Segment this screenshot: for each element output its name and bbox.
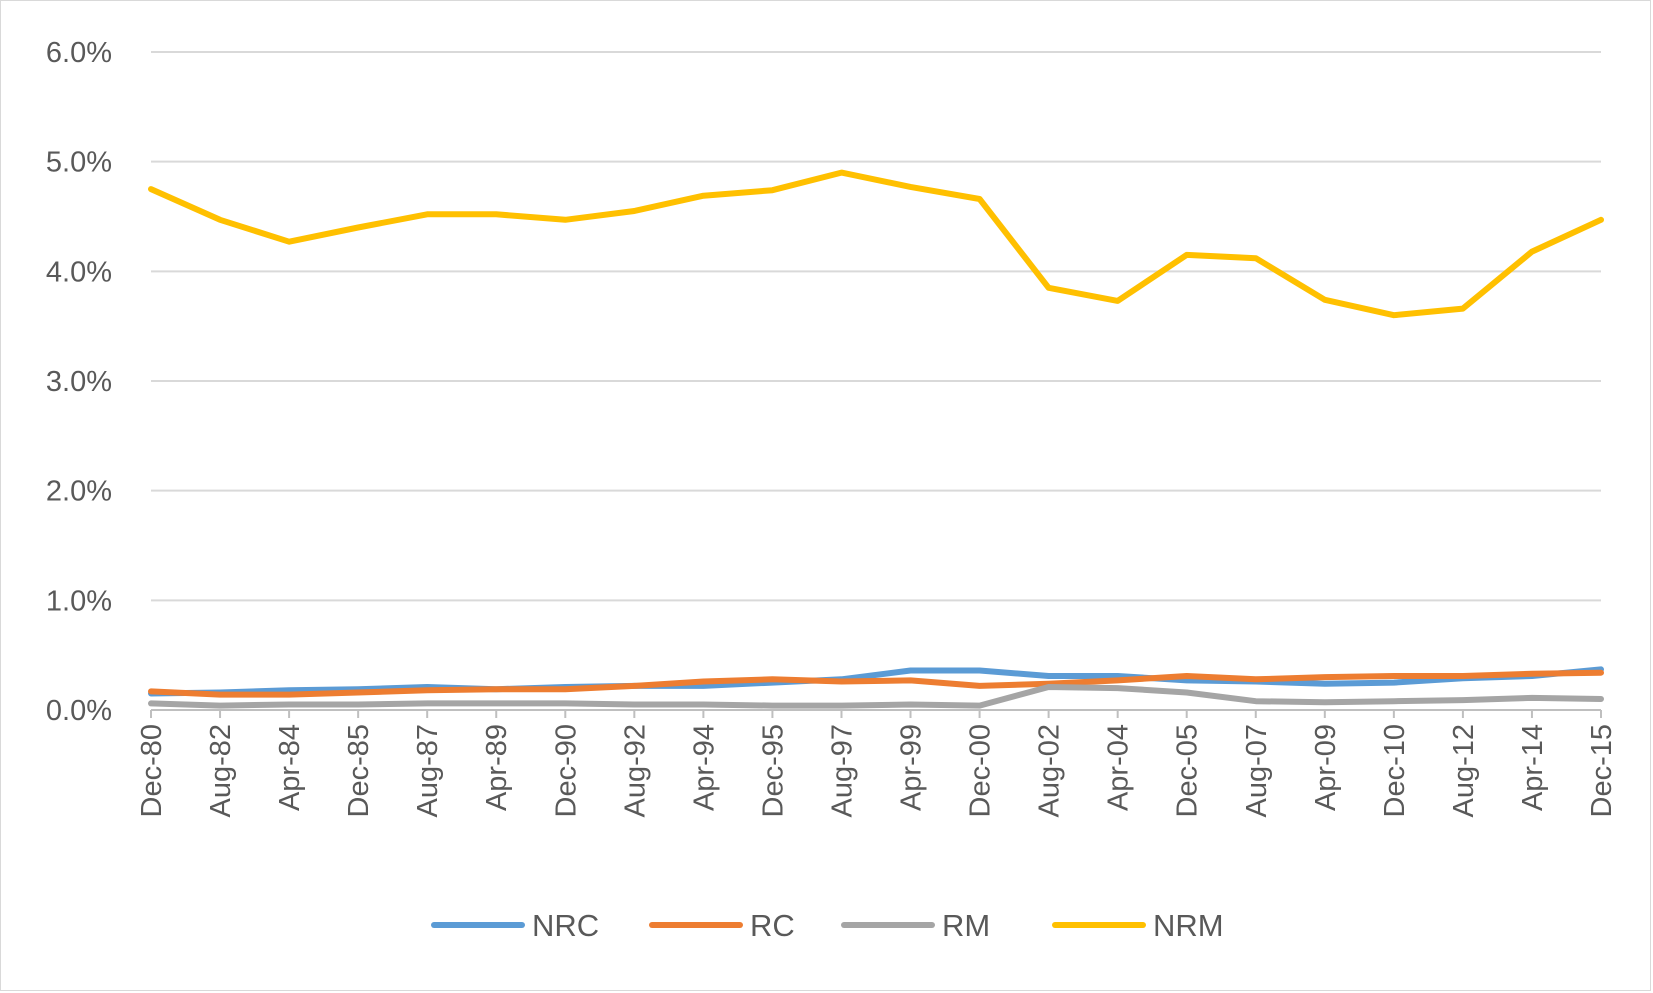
series-lines (148, 169, 1604, 709)
x-tick-label: Aug-92 (619, 724, 651, 818)
x-tick-label: Aug-12 (1448, 724, 1480, 818)
x-tick-label: Apr-04 (1103, 724, 1135, 811)
x-tick-label: Dec-10 (1379, 724, 1411, 818)
y-tick-label: 3.0% (46, 366, 112, 398)
x-tick-label: Apr-14 (1517, 724, 1549, 811)
legend-label-rm: RM (942, 908, 990, 943)
x-axis: Dec-80 Aug-82 Apr-84 Dec-85 Aug-87 Apr-89 Dec-… (136, 709, 1618, 818)
x-tick-label: Apr-99 (896, 724, 928, 811)
x-tick-label: Dec-80 (136, 724, 168, 818)
x-tick-label: Apr-94 (688, 724, 720, 811)
x-tick-label: Dec-05 (1172, 724, 1204, 818)
legend-label-nrm: NRM (1153, 908, 1224, 943)
y-tick-label: 0.0% (46, 695, 112, 727)
series-line-nrm (148, 169, 1604, 319)
gridlines (151, 51, 1601, 602)
x-tick-label: Aug-97 (826, 724, 858, 818)
y-tick-label: 1.0% (46, 585, 112, 617)
series-line-rm (148, 684, 1604, 709)
x-tick-label: Apr-89 (481, 724, 513, 811)
y-tick-label: 6.0% (46, 37, 112, 69)
y-tick-label: 5.0% (46, 147, 112, 179)
x-tick-label: Aug-82 (205, 724, 237, 818)
series-line-nrc (148, 666, 1604, 697)
x-tick-label: Aug-87 (412, 724, 444, 818)
series-line-rc (148, 669, 1604, 698)
legend: NRC RC RM NRM (431, 908, 1224, 943)
legend-label-nrc: NRC (532, 908, 599, 943)
x-tick-label: Dec-90 (550, 724, 582, 818)
legend-label-rc: RC (750, 908, 795, 943)
x-tick-label: Dec-95 (757, 724, 789, 818)
x-tick-label: Dec-00 (965, 724, 997, 818)
y-tick-label: 2.0% (46, 476, 112, 508)
x-tick-label: Apr-09 (1310, 724, 1342, 811)
x-tick-label: Aug-07 (1241, 724, 1273, 818)
y-tick-label: 4.0% (46, 256, 112, 288)
x-tick-label: Dec-15 (1586, 724, 1618, 818)
y-axis-ticks: 0.0% 1.0% 2.0% 3.0% 4.0% 5.0% 6.0% (46, 37, 112, 727)
x-tick-label: Dec-85 (343, 724, 375, 818)
x-tick-label: Aug-02 (1034, 724, 1066, 818)
x-tick-label: Apr-84 (274, 724, 306, 811)
